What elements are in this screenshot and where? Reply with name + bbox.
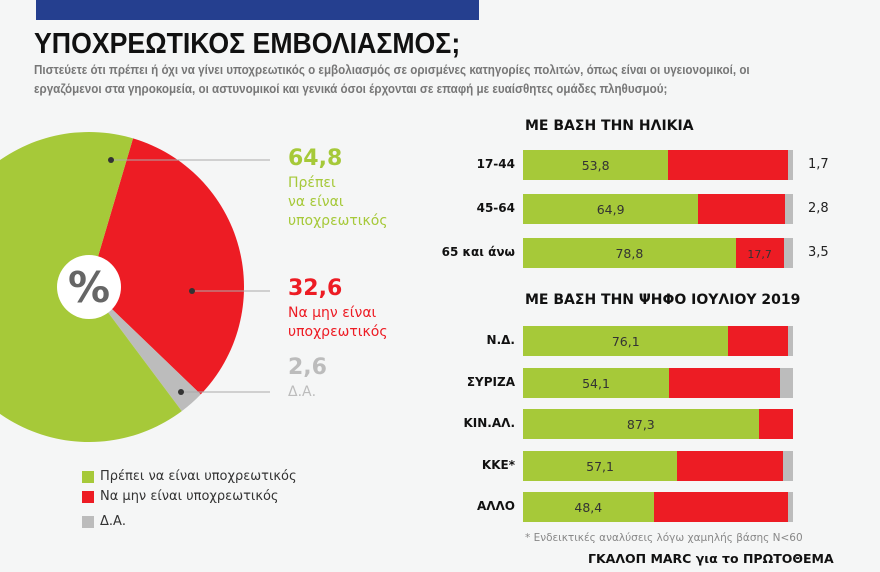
slice-label: Πρέπει xyxy=(288,175,336,191)
bar-segment xyxy=(523,409,759,439)
legend-item: Να μην είναι υποχρεωτικός xyxy=(100,489,279,504)
slice-value: 32,6 xyxy=(288,276,343,301)
row-label: 65 και άνω xyxy=(441,245,515,259)
pie-slice xyxy=(0,132,182,442)
slice-label: Δ.Α. xyxy=(288,384,317,400)
legend-item: Πρέπει να είναι υποχρεωτικός xyxy=(100,469,297,484)
pie-slice xyxy=(89,138,245,395)
bar-segment xyxy=(780,368,793,398)
pie-slice xyxy=(89,287,201,412)
row-label: 17-44 xyxy=(476,157,515,171)
bar-value: 54,1 xyxy=(582,376,610,391)
slice-value: 2,6 xyxy=(288,355,327,380)
bar-segment xyxy=(677,451,784,481)
slice-label: υποχρεωτικός xyxy=(288,213,388,229)
legend-swatch xyxy=(82,516,94,528)
legend-item: Δ.Α. xyxy=(100,514,127,529)
legend-swatch xyxy=(82,491,94,503)
bar-value: 64,9 xyxy=(596,202,625,217)
bar-segment xyxy=(728,326,788,356)
leader-dot xyxy=(108,157,114,163)
bar-segment xyxy=(523,492,654,522)
slice-label: να είναι xyxy=(288,194,344,210)
side-value: 2,8 xyxy=(808,201,829,216)
leader-dot xyxy=(178,389,184,395)
bar-segment xyxy=(668,150,789,180)
bar-segment xyxy=(735,238,784,268)
slice-label: υποχρεωτικός xyxy=(288,324,388,340)
bar-value: 48,4 xyxy=(574,500,603,515)
pie-center xyxy=(57,255,121,319)
row-label: ΣΥΡΙΖΑ xyxy=(466,375,515,389)
brand-bar xyxy=(36,0,479,20)
bar-segment xyxy=(788,150,793,180)
bar-segment xyxy=(783,451,793,481)
row-label: ΑΛΛΟ xyxy=(476,499,515,513)
legend-swatch xyxy=(82,471,94,483)
subtitle: Πιστεύετε ότι πρέπει ή όχι να γίνει υποχ… xyxy=(34,63,750,96)
row-label: ΚΙΝ.ΑΛ. xyxy=(463,416,516,430)
row-label: Ν.Δ. xyxy=(486,333,515,347)
bar-segment xyxy=(783,238,793,268)
bar-value: 87,3 xyxy=(626,417,655,432)
bar-segment xyxy=(523,326,729,356)
bar-segment xyxy=(787,492,793,522)
bar-segment xyxy=(758,409,793,439)
bar-segment xyxy=(523,194,699,224)
bar-segment xyxy=(698,194,786,224)
bar-segment xyxy=(653,492,788,522)
side-value: 1,7 xyxy=(808,157,829,172)
percent-icon: % xyxy=(68,263,110,312)
bar-segment xyxy=(523,368,670,398)
slice-value: 64,8 xyxy=(288,146,343,171)
slice-label: Να μην είναι xyxy=(288,305,377,321)
section-title: ΜΕ ΒΑΣΗ ΤΗΝ ΨΗΦΟ ΙΟΥΛΙΟΥ 2019 xyxy=(525,292,801,308)
bar-value: 78,8 xyxy=(615,246,644,261)
row-label: ΚΚΕ* xyxy=(481,458,515,472)
bar-segment xyxy=(523,238,736,268)
bar-segment xyxy=(669,368,781,398)
section-title: ΜΕ ΒΑΣΗ ΤΗΝ ΗΛΙΚΙΑ xyxy=(525,118,694,134)
row-label: 45-64 xyxy=(476,201,515,215)
bar-segment xyxy=(785,194,793,224)
bar-value: 17,7 xyxy=(747,248,772,261)
bar-value: 53,8 xyxy=(581,158,610,173)
bar-value: 76,1 xyxy=(611,334,640,349)
bar-segment xyxy=(523,150,669,180)
leader-dot xyxy=(189,288,195,294)
source: ΓΚΑΛΟΠ MARC για το ΠΡΩΤΟΘΕΜΑ xyxy=(588,551,834,566)
bar-segment xyxy=(787,326,793,356)
side-value: 3,5 xyxy=(808,245,829,260)
bar-value: 57,1 xyxy=(586,459,614,474)
bar-segment xyxy=(523,451,678,481)
page-title: ΥΠΟΧΡΕΩΤΙΚΟΣ ΕΜΒΟΛΙΑΣΜΟΣ; xyxy=(34,28,461,60)
footnote: * Ενδεικτικές αναλύσεις λόγω χαμηλής βάσ… xyxy=(525,532,803,544)
